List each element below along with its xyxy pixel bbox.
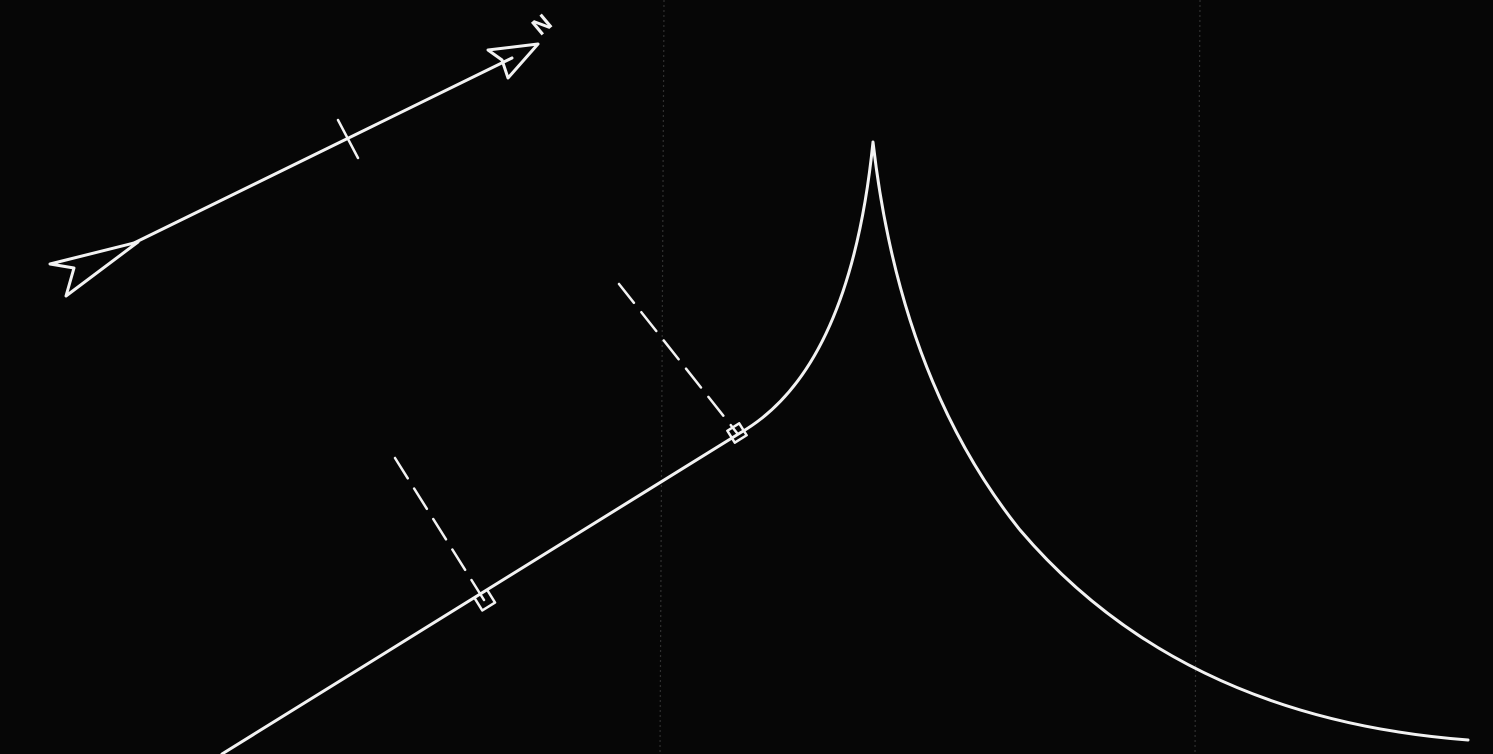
north-arrow-shaft [130,56,514,246]
north-arrow-tail [48,240,140,298]
survey-marker-lower [473,588,497,612]
north-arrow-head [486,42,540,80]
survey-marker-upper [726,422,748,444]
north-arrow-icon: N [48,9,558,298]
dashed-offset-line-upper [617,282,739,435]
north-arrow-tick [336,118,360,160]
boundary-line [220,140,1470,754]
fold-line-right [1194,0,1201,754]
fold-line-left [659,0,665,754]
dashed-offset-line-lower [393,456,486,602]
north-label: N [527,9,558,41]
